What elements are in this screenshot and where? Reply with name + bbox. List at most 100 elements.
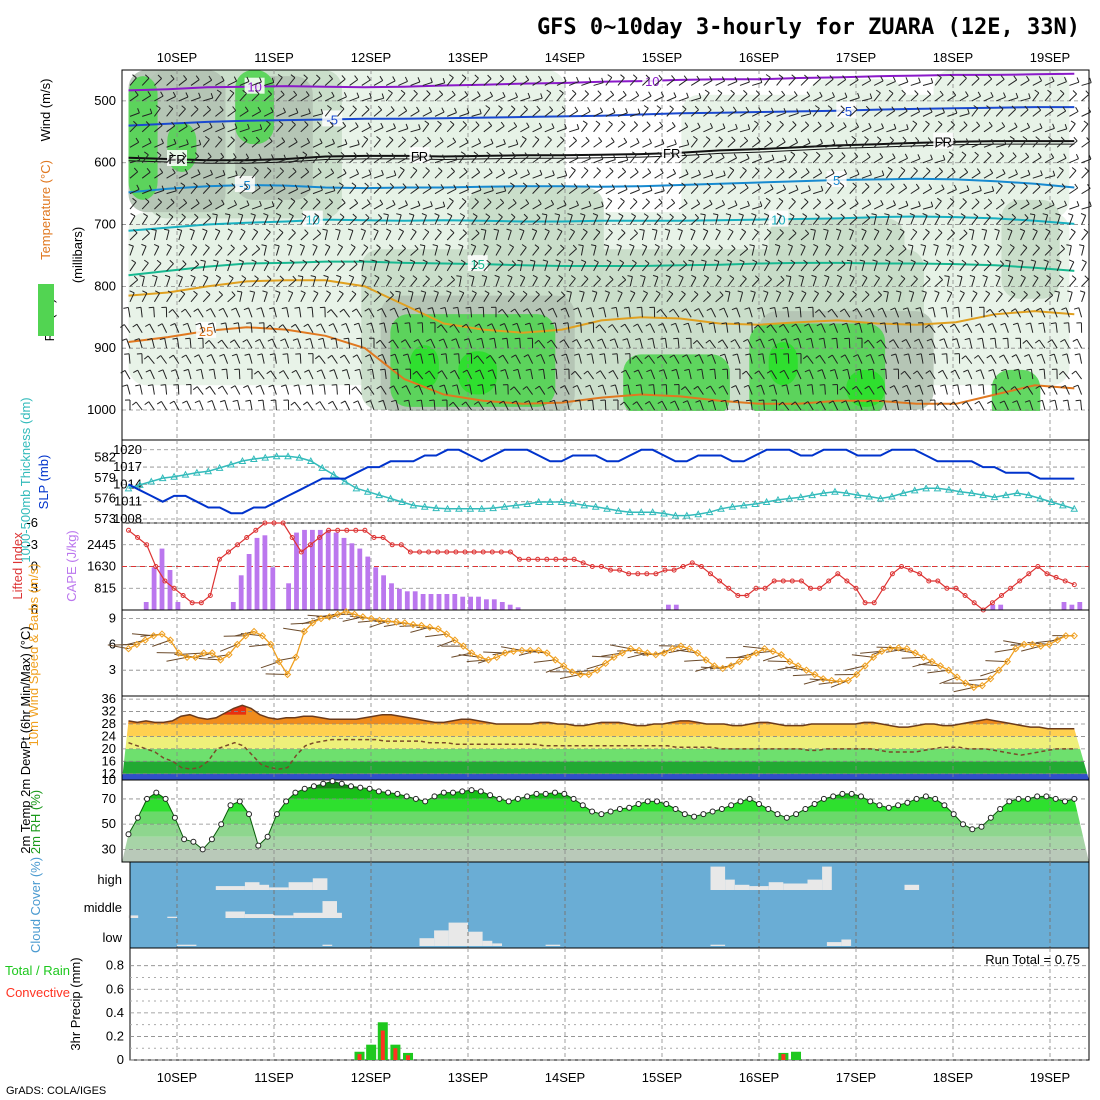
barb-flag <box>1068 213 1074 216</box>
barb-flag <box>439 384 445 388</box>
barb-flag <box>425 167 430 172</box>
barb-flag <box>930 154 933 160</box>
barb-shaft <box>615 307 619 318</box>
barb-shaft <box>520 156 529 164</box>
barb-flag <box>624 184 628 190</box>
barb-shaft <box>642 154 650 164</box>
barb-shaft <box>137 369 143 380</box>
cape-bar <box>507 604 513 610</box>
barb-shaft <box>1020 261 1024 272</box>
barb-shaft <box>300 77 308 86</box>
barb-shaft <box>837 96 848 102</box>
barb-flag <box>656 213 662 218</box>
barb-shaft <box>178 155 187 164</box>
barb-shaft <box>873 80 884 86</box>
li-marker <box>671 567 677 573</box>
barb-flag <box>981 228 987 231</box>
barb-flag <box>949 198 955 202</box>
barb-flag <box>379 368 386 371</box>
barb-flag <box>451 90 456 96</box>
barb-shaft <box>287 353 290 364</box>
barb-flag <box>705 339 711 344</box>
barb-flag <box>470 243 476 247</box>
barb-flag <box>531 228 537 232</box>
barb-flag <box>254 167 259 171</box>
barb-flag <box>820 138 823 144</box>
barb-flag <box>779 369 785 374</box>
barb-flag <box>670 400 676 404</box>
barb-shaft <box>507 155 516 164</box>
barb-flag <box>948 151 954 156</box>
barb-flag <box>1066 244 1072 247</box>
barb-flag <box>693 290 699 295</box>
li-marker <box>489 549 495 555</box>
bottom-date-tick: 19SEP <box>1030 1070 1070 1085</box>
barb-flag <box>496 243 502 248</box>
barb-shaft <box>286 307 290 318</box>
barb-shaft <box>541 400 546 411</box>
barb-shaft <box>434 188 444 195</box>
barb-flag <box>843 169 848 175</box>
wind-marker <box>995 666 1003 674</box>
barb-flag <box>1060 338 1065 343</box>
barb-flag <box>217 339 223 344</box>
dewpoint-line <box>128 738 1075 770</box>
barb-shaft <box>776 245 781 256</box>
barb-shaft <box>446 94 456 102</box>
barb-shaft <box>209 386 216 395</box>
barb-flag <box>580 213 586 216</box>
barb-flag <box>928 307 934 310</box>
barb-flag <box>450 369 455 374</box>
barb-flag <box>879 322 885 325</box>
barb-shaft <box>800 171 810 179</box>
barb-flag <box>742 275 747 280</box>
barb-shaft <box>251 187 261 195</box>
barb-shaft <box>666 143 677 148</box>
precip-tick: 0.2 <box>106 1028 124 1043</box>
barb-flag <box>593 259 599 263</box>
cape-bar <box>373 567 379 610</box>
barb-shaft <box>276 232 284 241</box>
cape-bar <box>476 596 481 610</box>
barb-shaft <box>1044 92 1052 102</box>
barb-shaft <box>593 231 601 241</box>
barb-shaft <box>161 323 168 333</box>
contour-label-bg <box>661 143 682 160</box>
wind-marker <box>777 651 786 659</box>
barb-flag <box>145 323 150 327</box>
wind-marker <box>1037 642 1045 650</box>
barb-shaft <box>184 308 192 318</box>
rh-marker <box>134 814 141 821</box>
barb-flag <box>940 384 946 387</box>
barb-flag <box>476 337 482 341</box>
barb-flag <box>352 105 357 110</box>
li-marker <box>544 556 550 562</box>
barb-flag <box>1083 120 1089 125</box>
barb-shaft <box>922 231 930 241</box>
barb-flag <box>791 198 796 203</box>
barb-flag <box>846 259 852 262</box>
barb-shaft <box>166 155 174 164</box>
barb-flag <box>147 338 153 341</box>
barb-flag <box>975 74 980 79</box>
barb-shaft <box>797 338 802 349</box>
barb-shaft <box>661 400 668 411</box>
barb-flag <box>561 353 567 357</box>
cloud-segment-high <box>269 887 289 890</box>
barb-flag <box>536 213 541 219</box>
barb-flag <box>1030 259 1036 262</box>
li-marker <box>171 585 177 591</box>
barb-flag <box>787 243 793 247</box>
barb-shaft <box>223 354 229 364</box>
barb-shaft <box>556 261 561 272</box>
barb-flag <box>562 322 569 325</box>
barb-flag <box>730 339 736 343</box>
barb-flag <box>1012 152 1017 157</box>
barb-shaft <box>1056 248 1065 256</box>
barb-flag <box>876 339 882 344</box>
barb-shaft <box>641 276 646 287</box>
barb-shaft <box>540 354 546 364</box>
barb-shaft <box>788 95 798 102</box>
barb-flag <box>402 353 408 356</box>
barb-shaft <box>386 174 396 179</box>
